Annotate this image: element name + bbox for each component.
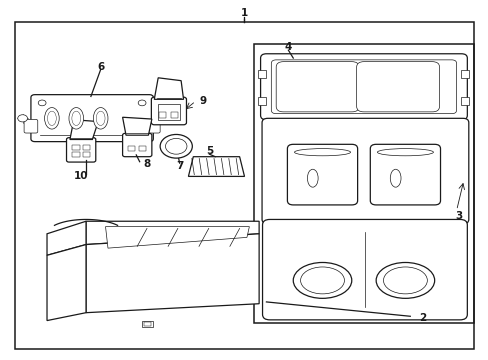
FancyBboxPatch shape [369,144,440,205]
Bar [143,321,151,326]
Bar [257,70,266,78]
FancyBboxPatch shape [262,220,467,320]
FancyBboxPatch shape [356,62,439,112]
Bar [142,320,153,327]
Polygon shape [47,221,86,255]
Bar [159,112,165,118]
Polygon shape [47,244,86,320]
Text: 6: 6 [97,62,104,72]
FancyBboxPatch shape [151,97,186,125]
Bar [170,142,174,145]
FancyBboxPatch shape [287,144,357,205]
Text: 7: 7 [176,161,183,171]
Bar [171,112,177,118]
Text: 5: 5 [205,146,213,156]
FancyBboxPatch shape [276,62,358,112]
Text: 8: 8 [143,159,150,169]
Ellipse shape [69,108,83,129]
Text: 1: 1 [241,8,247,18]
Text: 3: 3 [454,211,462,221]
Circle shape [138,100,146,106]
Bar [139,146,145,151]
Bar [158,104,180,120]
FancyBboxPatch shape [271,60,456,114]
Bar [254,44,473,323]
Ellipse shape [389,169,400,187]
Polygon shape [105,226,249,248]
Text: 9: 9 [199,96,206,106]
Ellipse shape [293,262,351,298]
Ellipse shape [377,149,432,156]
Bar [177,142,181,145]
Ellipse shape [47,111,56,126]
Ellipse shape [383,267,427,294]
FancyBboxPatch shape [122,134,152,157]
Ellipse shape [96,111,105,126]
Ellipse shape [307,169,318,187]
Polygon shape [154,78,183,99]
Polygon shape [86,234,259,313]
Text: 10: 10 [74,171,88,181]
Bar [257,97,266,105]
Polygon shape [70,120,98,139]
Bar [128,146,135,151]
Text: 4: 4 [284,42,291,52]
Circle shape [38,100,46,106]
Bar [72,145,80,150]
Ellipse shape [72,111,81,126]
FancyBboxPatch shape [262,118,468,224]
FancyBboxPatch shape [66,138,96,162]
Ellipse shape [44,108,59,129]
FancyBboxPatch shape [146,120,160,133]
Bar [460,70,468,78]
Polygon shape [86,221,259,244]
Circle shape [165,138,186,154]
Ellipse shape [93,108,108,129]
FancyBboxPatch shape [260,54,467,120]
Ellipse shape [294,149,350,156]
Bar [460,97,468,105]
Circle shape [160,134,192,158]
Polygon shape [122,117,152,135]
FancyBboxPatch shape [24,120,38,133]
Ellipse shape [375,262,434,298]
FancyBboxPatch shape [31,95,153,141]
Bar [82,152,90,157]
Polygon shape [188,157,244,176]
Bar [82,145,90,150]
Text: 2: 2 [418,313,425,323]
Circle shape [18,115,27,122]
Bar [72,152,80,157]
Ellipse shape [300,267,344,294]
